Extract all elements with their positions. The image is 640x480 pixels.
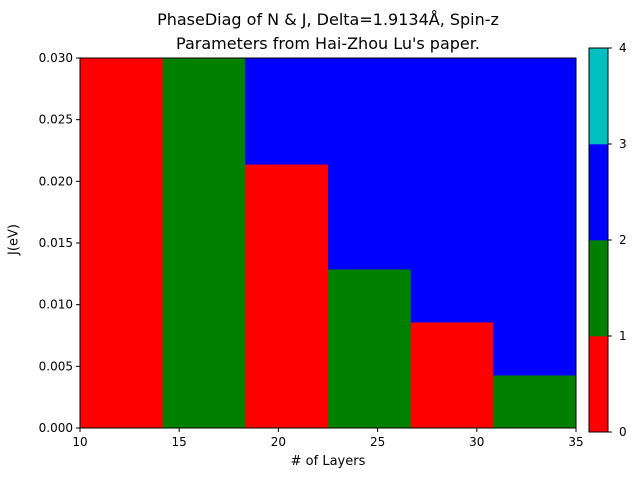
colorbar-tick-label: 1 [619, 329, 627, 343]
heatmap-cell-2-1 [245, 58, 329, 165]
heatmap-cell-5-0 [493, 374, 577, 429]
colorbar-bin-3 [589, 48, 608, 145]
x-tick-label: 25 [370, 435, 385, 449]
colorbar-bin-1 [589, 240, 608, 337]
y-tick-label: 0.030 [39, 51, 73, 65]
heatmap-cell-4-1 [410, 58, 494, 323]
x-tick-label: 20 [271, 435, 286, 449]
x-axis-label: # of Layers [290, 454, 366, 469]
y-tick-label: 0.015 [39, 236, 73, 250]
colorbar-tick-label: 4 [619, 41, 627, 55]
chart-title: PhaseDiag of N & J, Delta=1.9134Å, Spin-… [157, 10, 499, 29]
colorbar-tick-label: 2 [619, 233, 627, 247]
x-tick-label: 15 [172, 435, 187, 449]
colorbar-bin-0 [589, 336, 608, 433]
colorbar-tick-label: 3 [619, 137, 627, 151]
y-tick-label: 0.020 [39, 174, 73, 188]
heatmap-cell-2-0 [245, 164, 329, 429]
y-tick-label: 0.005 [39, 359, 73, 373]
colorbar-tick-label: 0 [619, 425, 627, 439]
x-tick-label: 35 [568, 435, 583, 449]
y-axis-label: J(eV) [6, 224, 22, 255]
heatmap-cell-1-0 [162, 58, 246, 429]
heatmap-cell-5-1 [493, 58, 577, 376]
y-tick-label: 0.025 [39, 113, 73, 127]
x-tick-label: 30 [469, 435, 484, 449]
y-tick-label: 0.010 [39, 298, 73, 312]
colorbar-bin-2 [589, 144, 608, 241]
heatmap-cell-3-0 [328, 268, 412, 429]
heatmap-cell-0-0 [80, 58, 164, 429]
heatmap-cell-3-1 [328, 58, 412, 270]
x-tick-label: 10 [72, 435, 87, 449]
y-tick-label: 0.000 [39, 421, 73, 435]
chart-subtitle: Parameters from Hai-Zhou Lu's paper. [176, 34, 480, 53]
heatmap-cell-4-0 [410, 321, 494, 429]
